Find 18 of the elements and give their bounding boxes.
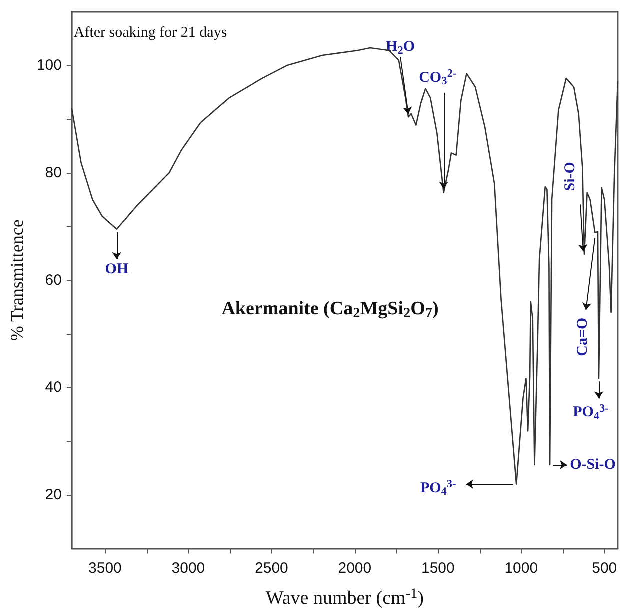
y-tick-label: 40: [45, 379, 62, 396]
annotation: O-Si-O: [570, 457, 616, 474]
x-tick-label: 1000: [504, 560, 538, 577]
x-tick-label: 1500: [421, 560, 455, 577]
y-tick-label: 20: [45, 486, 62, 504]
x-tick-label: 2000: [338, 560, 372, 577]
annotation: OH: [105, 261, 129, 278]
y-axis-title: % Transmittence: [7, 220, 27, 342]
y-tick-label: 100: [36, 57, 62, 74]
x-tick-label: 2500: [255, 560, 288, 577]
x-tick-label: 500: [592, 560, 618, 577]
y-tick-label: 60: [45, 272, 62, 289]
annotation: Ca=O: [575, 318, 592, 356]
annotation: Si-O: [562, 162, 578, 192]
y-tick-label: 80: [45, 164, 62, 182]
annotation: After soaking for 21 days: [74, 24, 228, 41]
x-tick-label: 3000: [172, 560, 206, 577]
x-tick-label: 3500: [88, 560, 122, 577]
